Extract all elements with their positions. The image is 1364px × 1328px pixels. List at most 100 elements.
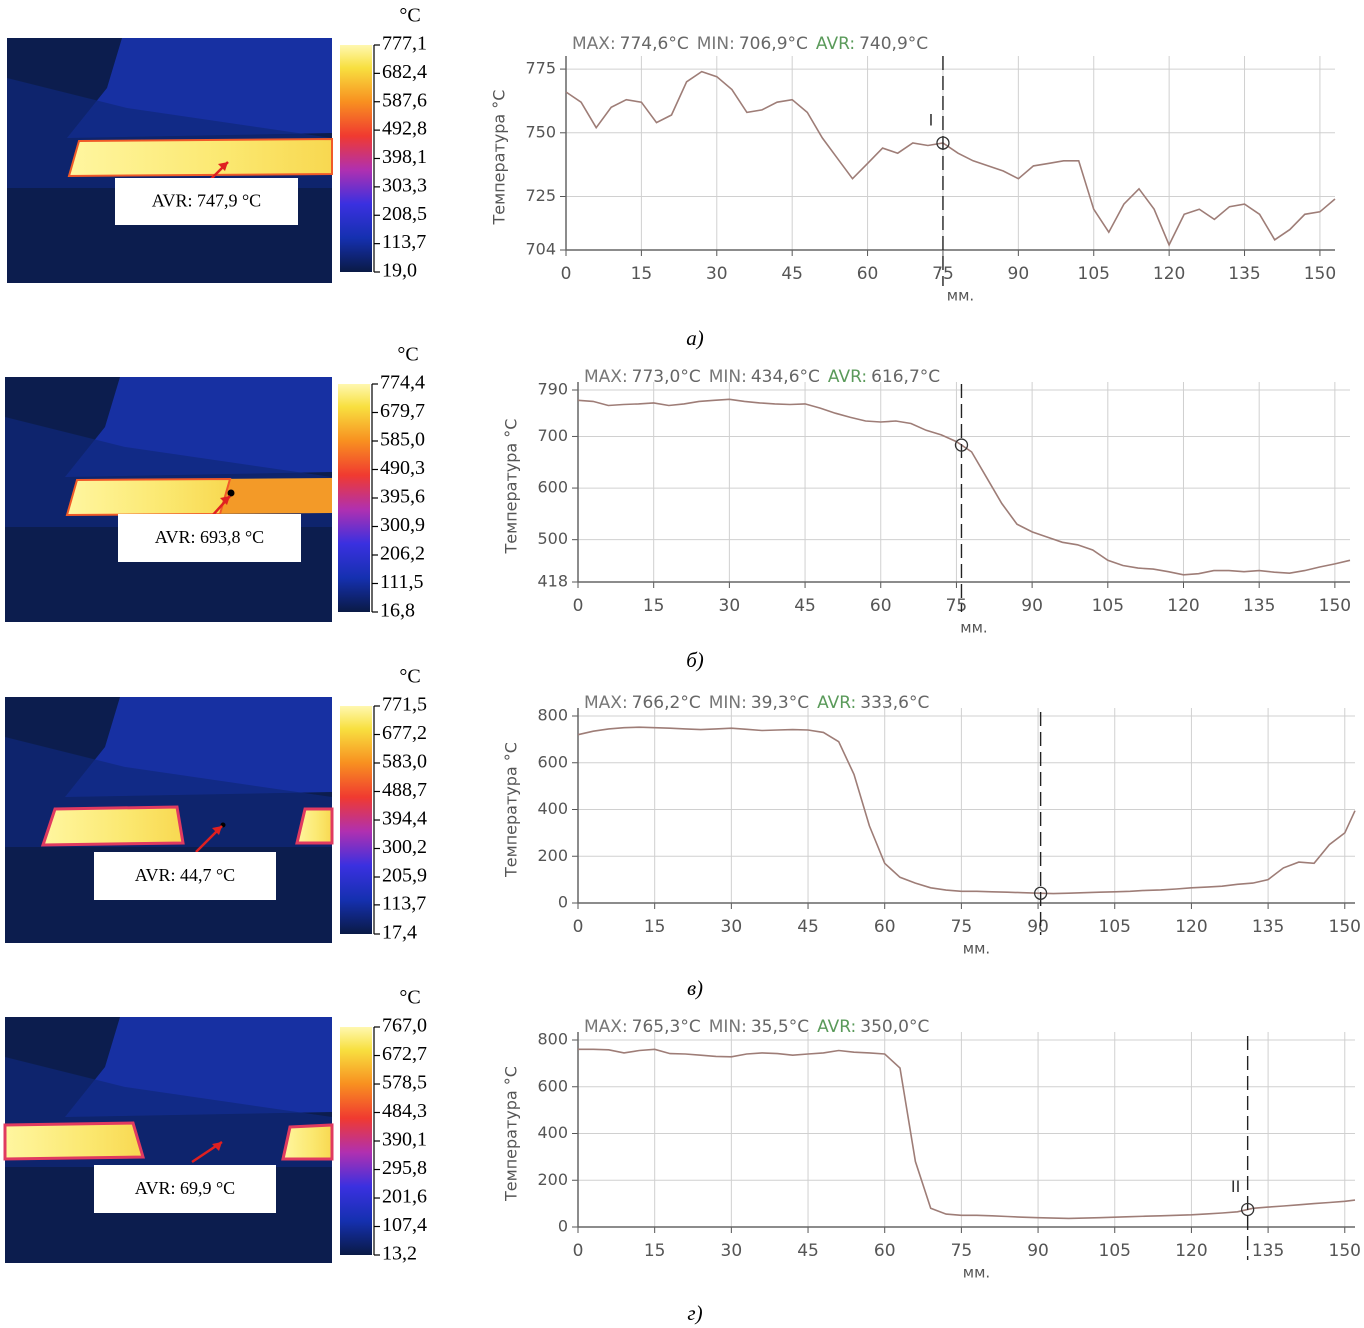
y-tick-label: 400 <box>537 799 568 818</box>
colorbar-tick-label: 208,5 <box>382 203 427 225</box>
x-tick-label: 135 <box>1243 596 1275 616</box>
x-tick-label: 120 <box>1175 1241 1207 1261</box>
stat-label: AVR: <box>816 34 855 54</box>
x-tick-label: 135 <box>1252 1241 1284 1261</box>
colorbar-tick-label: 107,4 <box>382 1214 427 1236</box>
colorbar-unit: °C <box>399 666 420 688</box>
y-tick-label: 725 <box>525 186 556 205</box>
x-tick-label: 135 <box>1228 264 1260 284</box>
stat-value: 740,9°C <box>859 34 928 54</box>
x-axis-label: мм. <box>947 287 974 305</box>
colorbar-tick-label: 583,0 <box>382 751 427 773</box>
x-tick-label: 90 <box>1027 917 1049 937</box>
x-tick-label: 105 <box>1078 264 1110 284</box>
y-tick-label: 704 <box>525 240 556 259</box>
x-axis-label: мм. <box>963 1264 990 1282</box>
x-axis-label: мм. <box>960 619 987 637</box>
stat-value: 35,5°C <box>751 1017 809 1037</box>
colorbar-unit: °C <box>399 5 420 27</box>
colorbar-tick-label: 488,7 <box>382 779 427 801</box>
colorbar-tick-label: 682,4 <box>382 61 427 83</box>
probe-point <box>228 490 235 497</box>
plot-area <box>578 382 1350 582</box>
avr-label: AVR: 693,8 °C <box>155 527 264 547</box>
colorbar-tick-label: 13,2 <box>382 1243 417 1265</box>
x-tick-label: 15 <box>643 596 665 616</box>
stat-value: 773,0°C <box>632 367 701 387</box>
colorbar-tick-label: 587,6 <box>382 89 427 111</box>
stat-value: 774,6°C <box>620 34 689 54</box>
stat-value: 706,9°C <box>739 34 808 54</box>
x-axis-label: мм. <box>963 940 990 958</box>
caption: а) <box>686 326 704 350</box>
colorbar-tick-label: 394,4 <box>382 808 427 830</box>
colorbar-tick-label: 771,5 <box>382 694 427 716</box>
stat-label: AVR: <box>817 693 856 713</box>
caption: в) <box>687 976 703 1000</box>
colorbar-tick-label: 205,9 <box>382 865 427 887</box>
x-tick-label: 120 <box>1175 917 1207 937</box>
stats: MAX:766,2°CMIN:39,3°CAVR:333,6°C <box>584 693 929 713</box>
x-tick-label: 135 <box>1252 917 1284 937</box>
x-tick-label: 120 <box>1167 596 1199 616</box>
colorbar-tick-label: 398,1 <box>382 146 427 168</box>
x-tick-label: 75 <box>951 1241 973 1261</box>
y-tick-label: 0 <box>558 893 568 912</box>
stat-value: 350,0°C <box>860 1017 929 1037</box>
x-tick-label: 0 <box>573 917 584 937</box>
y-tick-label: 800 <box>537 706 568 725</box>
y-tick-label: 500 <box>537 529 568 548</box>
colorbar-unit: °C <box>397 344 418 366</box>
y-tick-label: 200 <box>537 846 568 865</box>
x-tick-label: 0 <box>573 1241 584 1261</box>
hot-bar <box>5 1123 143 1159</box>
stat-label: MAX: <box>572 34 616 54</box>
colorbar-tick-label: 777,1 <box>382 33 427 55</box>
y-tick-label: 775 <box>525 59 556 78</box>
colorbar-tick-label: 390,1 <box>382 1129 427 1151</box>
colorbar-tick-label: 201,6 <box>382 1186 427 1208</box>
x-tick-label: 45 <box>797 1241 819 1261</box>
stat-label: MIN: <box>709 693 747 713</box>
stat-value: 39,3°C <box>751 693 809 713</box>
hot-bar <box>283 1125 332 1159</box>
stat-label: MIN: <box>709 367 747 387</box>
avr-label: AVR: 69,9 °C <box>135 1178 235 1198</box>
stat-label: MIN: <box>709 1017 747 1037</box>
thermal-image <box>5 697 332 943</box>
thermal-image <box>5 377 332 622</box>
colorbar-tick-label: 585,0 <box>380 429 425 451</box>
colorbar-tick-label: 484,3 <box>382 1100 427 1122</box>
stat-value: 766,2°C <box>632 693 701 713</box>
x-tick-label: 45 <box>781 264 803 284</box>
stat-label: MAX: <box>584 367 628 387</box>
y-tick-label: 600 <box>537 478 568 497</box>
figure: AVR: 747,9 °C °C 777,1 682,4 587,6 492,8 398,1… <box>0 0 1364 1328</box>
avr-label: AVR: 747,9 °C <box>152 191 261 211</box>
colorbar-tick-label: 492,8 <box>382 118 427 140</box>
x-tick-label: 45 <box>797 917 819 937</box>
colorbar-tick-label: 672,7 <box>382 1043 427 1065</box>
x-tick-label: 90 <box>1008 264 1030 284</box>
plot-area <box>566 56 1335 250</box>
x-tick-label: 105 <box>1092 596 1124 616</box>
colorbar-tick-label: 395,6 <box>380 486 425 508</box>
x-tick-label: 0 <box>561 264 572 284</box>
stat-label: MIN: <box>697 34 735 54</box>
stat-label: MAX: <box>584 693 628 713</box>
stat-value: 616,7°C <box>871 367 940 387</box>
y-tick-label: 700 <box>537 426 568 445</box>
cursor-label: II <box>1231 1177 1240 1196</box>
colorbar-tick-label: 113,7 <box>382 892 426 914</box>
colorbar-tick-label: 19,0 <box>382 260 417 282</box>
avr-label: AVR: 44,7 °C <box>135 865 235 885</box>
colorbar-tick-label: 113,7 <box>382 231 426 253</box>
y-tick-label: 200 <box>537 1170 568 1189</box>
colorbar-tick-label: 767,0 <box>382 1015 427 1037</box>
x-tick-label: 150 <box>1319 596 1351 616</box>
x-tick-label: 0 <box>573 596 584 616</box>
colorbar <box>340 45 372 272</box>
colorbar-tick-label: 679,7 <box>380 400 425 422</box>
hot-bar <box>67 479 230 515</box>
y-tick-label: 800 <box>537 1030 568 1049</box>
